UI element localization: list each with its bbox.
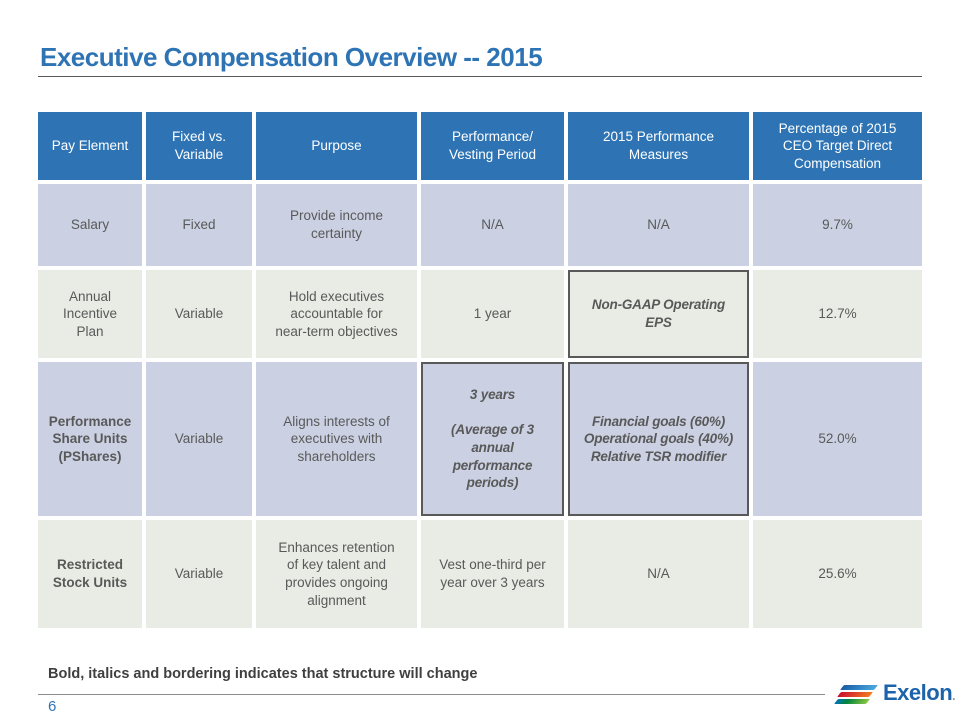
exelon-logo: Exelon. bbox=[834, 680, 955, 706]
cell-rsu-pay-element: Restricted Stock Units bbox=[38, 520, 142, 628]
cell-pshares-purpose: Aligns interests of executives with shar… bbox=[256, 362, 417, 516]
cell-pshares-vesting-changed: 3 years (Average of 3 annual performance… bbox=[421, 362, 564, 516]
cell-aip-percentage: 12.7% bbox=[753, 270, 922, 358]
header-purpose: Purpose bbox=[256, 112, 417, 180]
logo-text-label: Exelon bbox=[883, 680, 953, 705]
cell-rsu-measures: N/A bbox=[568, 520, 749, 628]
header-pay-element: Pay Element bbox=[38, 112, 142, 180]
footer-divider bbox=[38, 694, 825, 695]
header-performance-measures: 2015 Performance Measures bbox=[568, 112, 749, 180]
cell-salary-purpose: Provide income certainty bbox=[256, 184, 417, 266]
title-underline bbox=[38, 76, 922, 77]
page-number: 6 bbox=[48, 698, 57, 715]
exelon-stripes-icon bbox=[834, 683, 878, 704]
logo-dot: . bbox=[952, 689, 955, 703]
header-vesting-period: Performance/ Vesting Period bbox=[421, 112, 564, 180]
logo-stripe-red bbox=[837, 691, 873, 697]
footnote-text: Bold, italics and bordering indicates th… bbox=[48, 666, 478, 682]
cell-rsu-percentage: 25.6% bbox=[753, 520, 922, 628]
cell-aip-pay-element: Annual Incentive Plan bbox=[38, 270, 142, 358]
cell-salary-vesting: N/A bbox=[421, 184, 564, 266]
header-fixed-variable: Fixed vs. Variable bbox=[146, 112, 252, 180]
cell-aip-measures-changed: Non-GAAP Operating EPS bbox=[568, 270, 749, 358]
cell-aip-purpose: Hold executives accountable for near-ter… bbox=[256, 270, 417, 358]
cell-rsu-purpose: Enhances retention of key talent and pro… bbox=[256, 520, 417, 628]
compensation-table: Pay Element Fixed vs. Variable Purpose P… bbox=[38, 112, 922, 628]
cell-pshares-measures-changed: Financial goals (60%) Operational goals … bbox=[568, 362, 749, 516]
cell-rsu-vesting: Vest one-third per year over 3 years bbox=[421, 520, 564, 628]
cell-salary-fixed-variable: Fixed bbox=[146, 184, 252, 266]
cell-salary-measures: N/A bbox=[568, 184, 749, 266]
cell-pshares-pay-element: Performance Share Units (PShares) bbox=[38, 362, 142, 516]
cell-rsu-fixed-variable: Variable bbox=[146, 520, 252, 628]
cell-salary-percentage: 9.7% bbox=[753, 184, 922, 266]
slide-title: Executive Compensation Overview -- 2015 bbox=[40, 42, 543, 72]
header-ceo-target-pct: Percentage of 2015 CEO Target Direct Com… bbox=[753, 112, 922, 180]
exelon-wordmark: Exelon. bbox=[883, 680, 955, 706]
cell-pshares-percentage: 52.0% bbox=[753, 362, 922, 516]
logo-stripe-blue bbox=[840, 684, 878, 690]
cell-salary-pay-element: Salary bbox=[38, 184, 142, 266]
logo-stripe-green bbox=[834, 698, 870, 704]
cell-pshares-fixed-variable: Variable bbox=[146, 362, 252, 516]
cell-aip-fixed-variable: Variable bbox=[146, 270, 252, 358]
cell-aip-vesting: 1 year bbox=[421, 270, 564, 358]
